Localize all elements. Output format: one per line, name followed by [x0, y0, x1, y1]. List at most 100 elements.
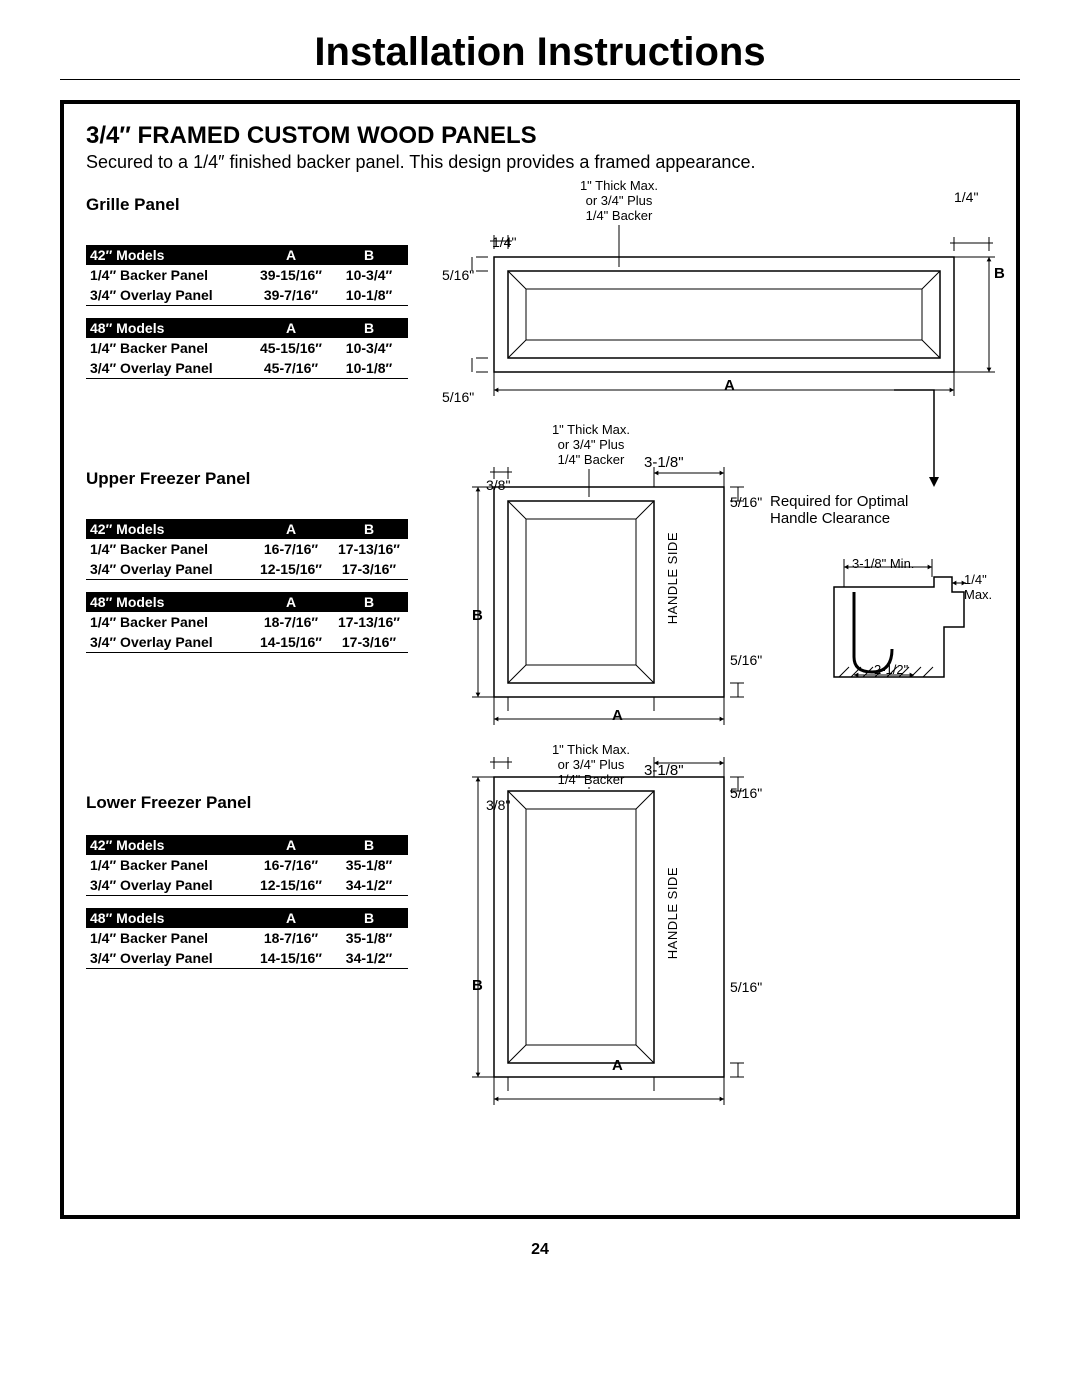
col-a: A: [252, 519, 330, 539]
grille-tables: 42″ ModelsAB1/4″ Backer Panel39-15/16″10…: [86, 245, 408, 379]
dimension-table: 48″ ModelsAB1/4″ Backer Panel18-7/16″35-…: [86, 908, 408, 969]
columns: Grille Panel 42″ ModelsAB1/4″ Backer Pan…: [86, 187, 994, 1187]
grille-block: Grille Panel 42″ ModelsAB1/4″ Backer Pan…: [86, 195, 408, 379]
row-b: 10-3/4″: [330, 338, 408, 358]
upper-handle-side: HANDLE SIDE: [666, 532, 681, 624]
row-name: 1/4″ Backer Panel: [86, 612, 252, 632]
col-a: A: [252, 908, 330, 928]
lower-label-b: B: [472, 977, 483, 994]
right-column: 1" Thick Max. or 3/4" Plus 1/4" Backer 1…: [434, 187, 994, 1187]
grille-thick-note: 1" Thick Max. or 3/4" Plus 1/4" Backer: [574, 179, 664, 224]
clearance-c: 2-1/2": [874, 663, 908, 678]
row-name: 1/4″ Backer Panel: [86, 265, 252, 285]
grille-top-gap: 5/16": [442, 267, 474, 283]
row-name: 1/4″ Backer Panel: [86, 539, 252, 559]
page-title: Installation Instructions: [60, 30, 1020, 75]
row-a: 18-7/16″: [252, 612, 330, 632]
section-title: 3/4″ FRAMED CUSTOM WOOD PANELS: [86, 122, 994, 150]
row-b: 10-1/8″: [330, 285, 408, 306]
row-b: 35-1/8″: [330, 928, 408, 948]
col-b: B: [330, 592, 408, 612]
upper-top-gap: 5/16": [730, 494, 762, 510]
lower-block: Lower Freezer Panel 42″ ModelsAB1/4″ Bac…: [86, 793, 408, 969]
row-b: 10-3/4″: [330, 265, 408, 285]
col-b: B: [330, 245, 408, 265]
lower-thick-note: 1" Thick Max. or 3/4" Plus 1/4" Backer: [546, 743, 636, 788]
grille-label-a: A: [724, 377, 735, 394]
grille-label-b: B: [994, 265, 1005, 282]
lower-handle-side: HANDLE SIDE: [666, 867, 681, 959]
grille-right-gap: 1/4": [954, 189, 978, 205]
clearance-title: Required for Optimal Handle Clearance: [770, 493, 908, 528]
page-number: 24: [60, 1241, 1020, 1259]
row-a: 45-15/16″: [252, 338, 330, 358]
row-name: 1/4″ Backer Panel: [86, 855, 252, 875]
upper-thick-note: 1" Thick Max. or 3/4" Plus 1/4" Backer: [546, 423, 636, 468]
diagram-area: 1" Thick Max. or 3/4" Plus 1/4" Backer 1…: [434, 187, 994, 1187]
dimension-table: 42″ ModelsAB 1/4″ Backer Panel39-15/16″10…: [86, 245, 408, 306]
lower-label-a: A: [612, 1057, 623, 1074]
row-b: 34-1/2″: [330, 948, 408, 969]
upper-offset: 3-1/8": [644, 454, 684, 471]
row-a: 39-15/16″: [252, 265, 330, 285]
row-b: 10-1/8″: [330, 358, 408, 379]
col-b: B: [330, 318, 408, 338]
grille-left-gap: 1/4": [492, 234, 516, 250]
grille-bottom-gap: 5/16": [442, 389, 474, 405]
model-header: 42″ Models: [86, 835, 252, 855]
upper-label-b: B: [472, 607, 483, 624]
upper-left-gap: 3/8": [486, 477, 510, 493]
dimension-table: 42″ ModelsAB 1/4″ Backer Panel16-7/16″17-…: [86, 519, 408, 580]
page: Installation Instructions 3/4″ FRAMED CU…: [0, 0, 1080, 1299]
row-a: 45-7/16″: [252, 358, 330, 379]
grille-heading: Grille Panel: [86, 195, 408, 215]
col-b: B: [330, 908, 408, 928]
row-name: 3/4″ Overlay Panel: [86, 358, 252, 379]
row-a: 12-15/16″: [252, 875, 330, 896]
upper-label-a: A: [612, 707, 623, 724]
row-b: 17-3/16″: [330, 632, 408, 653]
row-a: 16-7/16″: [252, 855, 330, 875]
col-a: A: [252, 318, 330, 338]
model-header: 48″ Models: [86, 318, 252, 338]
model-header: 48″ Models: [86, 908, 252, 928]
section-subtitle: Secured to a 1/4″ finished backer panel.…: [86, 152, 994, 173]
dimension-table: 42″ ModelsAB1/4″ Backer Panel16-7/16″35-…: [86, 835, 408, 896]
model-header: 42″ Models: [86, 519, 252, 539]
col-b: B: [330, 519, 408, 539]
row-name: 1/4″ Backer Panel: [86, 928, 252, 948]
lower-tables: 42″ ModelsAB1/4″ Backer Panel16-7/16″35-…: [86, 835, 408, 969]
row-name: 3/4″ Overlay Panel: [86, 875, 252, 896]
clearance-b: 1/4" Max.: [964, 573, 992, 603]
lower-left-gap: 3/8": [486, 797, 510, 813]
col-a: A: [252, 835, 330, 855]
row-a: 16-7/16″: [252, 539, 330, 559]
col-a: A: [252, 592, 330, 612]
lower-heading: Lower Freezer Panel: [86, 793, 408, 813]
clearance-a: 3-1/8" Min.: [852, 557, 914, 572]
row-a: 12-15/16″: [252, 559, 330, 580]
left-column: Grille Panel 42″ ModelsAB1/4″ Backer Pan…: [86, 187, 408, 1187]
upper-block: Upper Freezer Panel 42″ ModelsAB1/4″ Bac…: [86, 469, 408, 653]
row-b: 34-1/2″: [330, 875, 408, 896]
row-a: 39-7/16″: [252, 285, 330, 306]
row-name: 3/4″ Overlay Panel: [86, 948, 252, 969]
row-b: 17-13/16″: [330, 612, 408, 632]
row-name: 3/4″ Overlay Panel: [86, 285, 252, 306]
upper-bottom-gap: 5/16": [730, 652, 762, 668]
content-frame: 3/4″ FRAMED CUSTOM WOOD PANELS Secured t…: [60, 100, 1020, 1219]
model-header: 48″ Models: [86, 592, 252, 612]
row-b: 35-1/8″: [330, 855, 408, 875]
row-name: 1/4″ Backer Panel: [86, 338, 252, 358]
upper-heading: Upper Freezer Panel: [86, 469, 408, 489]
upper-tables: 42″ ModelsAB1/4″ Backer Panel16-7/16″17-…: [86, 519, 408, 653]
row-name: 3/4″ Overlay Panel: [86, 559, 252, 580]
col-a: A: [252, 245, 330, 265]
row-name: 3/4″ Overlay Panel: [86, 632, 252, 653]
row-b: 17-3/16″: [330, 559, 408, 580]
row-a: 14-15/16″: [252, 948, 330, 969]
row-b: 17-13/16″: [330, 539, 408, 559]
dimension-table: 48″ ModelsAB 1/4″ Backer Panel45-15/16″10…: [86, 318, 408, 379]
model-header: 42″ Models: [86, 245, 252, 265]
title-rule: [60, 79, 1020, 80]
